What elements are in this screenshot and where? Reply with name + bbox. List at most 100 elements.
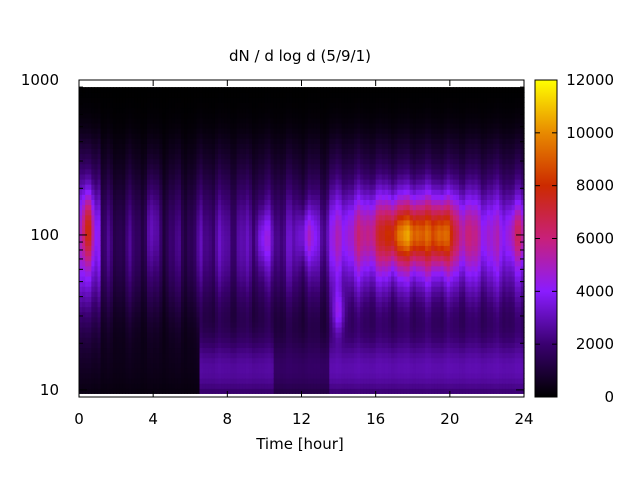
heatmap-cell [224, 286, 228, 292]
heatmap-cell [286, 214, 290, 221]
heatmap-cell [109, 250, 114, 257]
heatmap-cell [103, 296, 108, 303]
heatmap-cell [159, 357, 164, 364]
heatmap-cell [122, 204, 126, 211]
heatmap-cell [79, 383, 83, 389]
heatmap-cell [301, 184, 306, 190]
heatmap-cell [227, 332, 232, 338]
heatmap-cell [230, 316, 235, 323]
heatmap-cell [224, 163, 228, 170]
heatmap-cell [199, 122, 204, 129]
heatmap-cell [221, 97, 225, 103]
heatmap-cell [202, 143, 207, 149]
heatmap-cell [85, 388, 89, 394]
heatmap-cell [332, 173, 337, 180]
heatmap-cell [150, 301, 154, 308]
heatmap-cell [295, 342, 300, 349]
heatmap-cell [276, 270, 281, 277]
heatmap-cell [276, 219, 281, 226]
heatmap-cell [103, 275, 108, 282]
heatmap-cell [143, 270, 148, 277]
heatmap-cell [230, 204, 235, 211]
heatmap-cell [153, 209, 157, 216]
heatmap-cell [177, 378, 182, 384]
heatmap-cell [94, 102, 99, 109]
heatmap-cell [116, 178, 120, 185]
heatmap-cell [202, 301, 207, 308]
heatmap-cell [116, 133, 120, 139]
heatmap-cell [329, 388, 333, 394]
heatmap-cell [276, 337, 281, 343]
heatmap-cell [301, 291, 306, 297]
heatmap-cell [227, 219, 232, 226]
heatmap-cell [190, 87, 194, 93]
heatmap-cell [88, 153, 92, 160]
heatmap-cell [286, 321, 290, 328]
heatmap-cell [119, 337, 123, 343]
heatmap-cell [88, 321, 92, 328]
heatmap-cell [307, 291, 312, 297]
heatmap-cell [332, 240, 337, 246]
heatmap-cell [143, 311, 148, 318]
heatmap-cell [100, 133, 105, 139]
heatmap-cell [106, 245, 111, 252]
heatmap-cell [252, 194, 256, 200]
heatmap-cell [205, 291, 210, 297]
heatmap-cell [156, 301, 160, 308]
heatmap-cell [165, 250, 170, 257]
heatmap-cell [332, 316, 337, 323]
heatmap-cell [323, 265, 327, 272]
heatmap-cell [97, 250, 102, 257]
heatmap-cell [79, 184, 83, 190]
heatmap-cell [310, 112, 315, 119]
heatmap-cell [218, 189, 222, 195]
heatmap-cell [177, 214, 182, 221]
heatmap-cell [128, 372, 133, 379]
heatmap-cell [193, 102, 198, 109]
heatmap-cell [103, 362, 108, 369]
heatmap-cell [282, 347, 287, 354]
heatmap-cell [184, 352, 188, 359]
heatmap-cell [199, 281, 204, 287]
heatmap-cell [295, 362, 300, 369]
heatmap-cell [264, 327, 269, 333]
heatmap-cell [242, 332, 247, 338]
heatmap-cell [282, 102, 287, 109]
heatmap-cell [146, 291, 151, 297]
heatmap-cell [184, 311, 188, 318]
heatmap-cell [137, 388, 142, 394]
heatmap-cell [313, 362, 318, 369]
heatmap-cell [289, 163, 293, 170]
heatmap-cell [261, 270, 266, 277]
heatmap-cell [125, 281, 130, 287]
heatmap-cell [150, 337, 154, 343]
heatmap-cell [180, 138, 185, 144]
heatmap-cell [221, 255, 225, 262]
heatmap-cell [88, 143, 92, 149]
heatmap-cell [187, 245, 191, 252]
heatmap-cell [171, 153, 176, 160]
heatmap-cell [128, 357, 133, 364]
heatmap-cell [112, 102, 117, 109]
heatmap-cell [100, 224, 105, 231]
heatmap-cell [261, 321, 266, 328]
heatmap-cell [122, 199, 126, 206]
heatmap-cell [196, 214, 201, 221]
heatmap-cell [258, 372, 262, 379]
heatmap-cell [85, 87, 89, 93]
heatmap-cell [307, 219, 312, 226]
heatmap-cell [282, 265, 287, 272]
heatmap-cell [211, 372, 216, 379]
heatmap-cell [304, 97, 309, 103]
heatmap-cell [199, 275, 204, 282]
heatmap-cell [282, 184, 287, 190]
heatmap-cell [233, 173, 238, 180]
heatmap-cell [94, 133, 99, 139]
heatmap-cell [224, 127, 228, 134]
heatmap-cell [196, 388, 201, 394]
heatmap-cell [193, 250, 198, 257]
heatmap-cell [134, 250, 139, 257]
heatmap-cell [252, 148, 256, 155]
heatmap-cell [245, 316, 250, 323]
heatmap-cell [214, 296, 219, 303]
